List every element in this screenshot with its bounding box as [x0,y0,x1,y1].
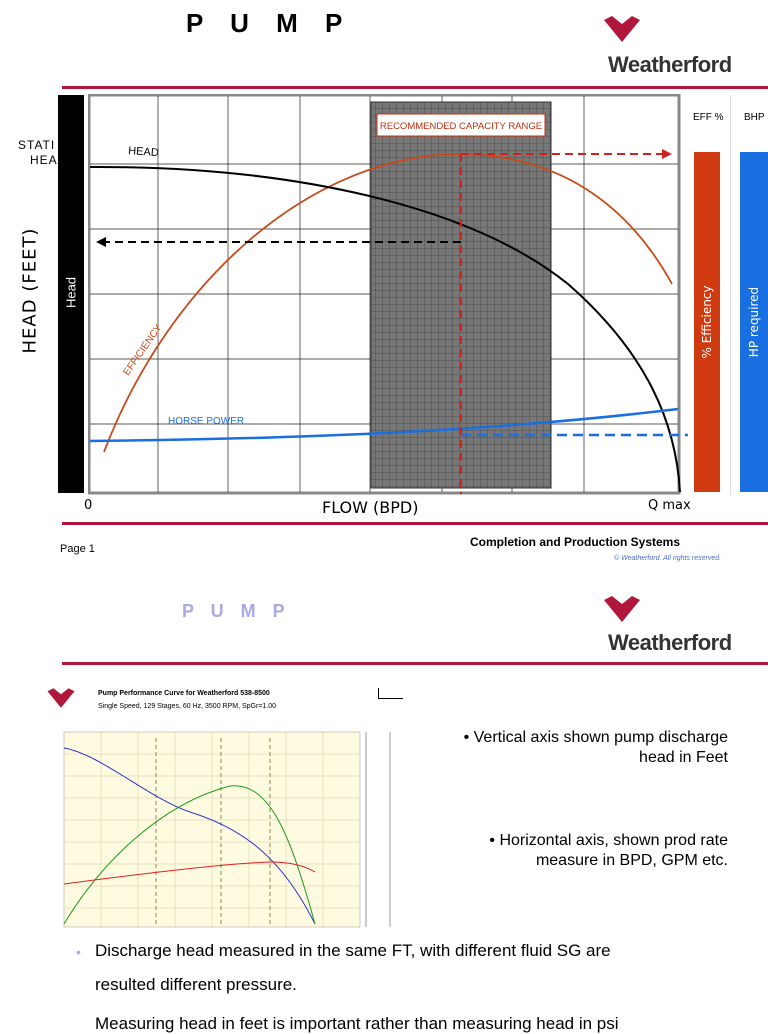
performance-chart-title: Pump Performance Curve for Weatherford 5… [98,690,270,697]
performance-curve-figure: Pump Performance Curve for Weatherford 5… [40,684,406,934]
bottom-line-2: resulted different pressure. [95,975,297,994]
slide1-top-rule [62,86,768,89]
head-curve [89,165,681,493]
slide2-top-rule [62,662,768,665]
slide1-title: P U M P [186,8,353,38]
bullet-dot-icon-2: • [489,832,500,849]
bhp-header: BHP [744,112,765,123]
x-axis-label: FLOW (BPD) [322,498,419,517]
bottom-bullet-marker-icon: • [76,944,81,960]
efficiency-bar [694,152,720,492]
eff-header: EFF % [693,112,724,123]
static-head-label-1: STATI [18,138,56,152]
brand-name: Weatherford [608,52,732,77]
performance-chart [63,731,391,928]
weatherford-mark-icon [604,16,640,42]
x-max-label: Q max [648,498,691,513]
horsepower-curve [89,407,679,443]
head-bar [58,95,84,493]
capacity-label: RECOMMENDED CAPACITY RANGE [380,121,542,132]
x-origin-label: 0 [84,498,93,513]
static-head-label-2: HEA [30,153,58,167]
weatherford-mark-icon-3 [47,688,75,708]
horsepower-curve-label: HORSE POWER [168,416,244,427]
hp-bar-label: HP required [747,286,761,358]
footer-division: Completion and Production Systems [470,535,681,549]
brand-name-2: Weatherford [608,630,732,655]
bullet-2-lead: Horizontal axis, shown prod rate [499,832,728,849]
head-bar-label: Head [63,276,79,309]
page-label: Page 1 [60,543,95,555]
pump-curve-diagram: RECOMMENDED CAPACITY RANGE HEAD EFFICIEN… [88,94,688,495]
weatherford-logo-2: Weatherford [600,596,760,660]
slide1-bottom-rule [62,522,768,525]
y-axis-label: HEAD (FEET) [19,227,41,354]
footer-copyright: © Weatherford. All rights reserved. [614,555,722,562]
figure-corner-mark [378,688,403,699]
efficiency-arrow-icon [662,149,672,159]
weatherford-mark-icon-2 [604,596,640,622]
bullet-dot-icon: • [463,729,474,746]
bullet-1-lead: Vertical axis shown pump discharge [473,729,728,746]
bottom-line-3: Measuring head in feet is important rath… [95,1014,619,1033]
weatherford-logo: Weatherford [600,16,760,80]
hp-bar [740,152,768,492]
capacity-label-box [376,113,546,137]
slide2-title: P U M P [182,601,291,621]
efficiency-curve [103,153,673,453]
efficiency-bar-label: % Efficiency [700,285,714,359]
performance-chart-subtitle: Single Speed, 129 Stages, 60 Hz, 3500 RP… [98,703,277,710]
bottom-line-1: Discharge head measured in the same FT, … [95,941,611,960]
bullet-2-rest: measure in BPD, GPM etc. [535,852,728,869]
bullet-1: • Vertical axis shown pump discharge hea… [410,729,728,767]
head-arrow-icon [96,237,106,247]
bar-separator [730,95,731,495]
bullet-1-rest: head in Feet [639,749,728,766]
head-curve-label: HEAD [128,145,159,159]
bullet-2: • Horizontal axis, shown prod rate measu… [410,832,728,870]
recommended-capacity-region [370,101,552,489]
